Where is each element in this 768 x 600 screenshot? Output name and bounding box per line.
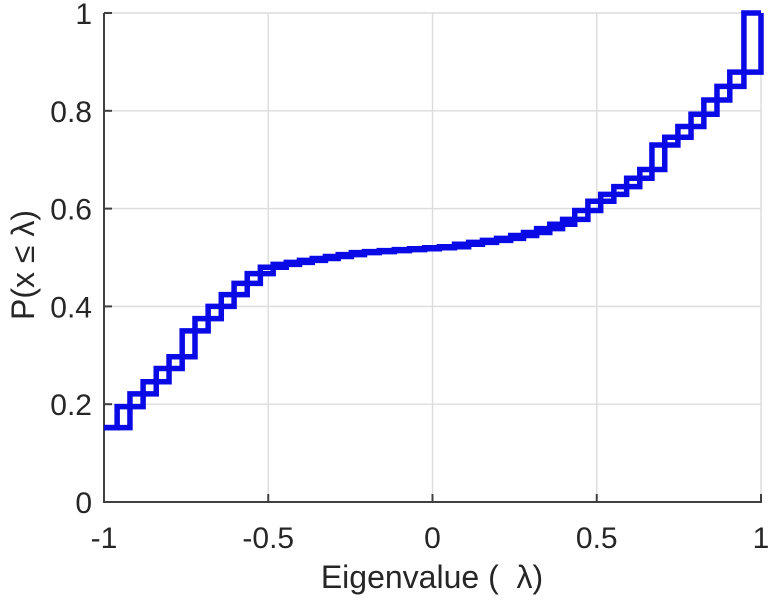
y-tick-label: 0 xyxy=(75,487,92,520)
y-tick-label: 0.8 xyxy=(50,96,92,129)
gridlines xyxy=(103,12,762,503)
x-tick-label: -0.5 xyxy=(242,522,294,555)
x-axis-label: Eigenvalue ( λ) xyxy=(321,559,543,595)
x-tick-label: 1 xyxy=(753,522,768,555)
y-axis-label: P(x ≤ λ) xyxy=(5,210,41,320)
y-tick-label: 0.2 xyxy=(50,389,92,422)
x-tick-label: -1 xyxy=(91,522,118,555)
ecdf-stairs-pre xyxy=(104,10,761,431)
ecdf-curve xyxy=(104,10,764,431)
x-tick-label: 0.5 xyxy=(576,522,618,555)
y-tick-label: 0.6 xyxy=(50,194,92,227)
tick-marks xyxy=(103,12,762,503)
x-tick-label: 0 xyxy=(424,522,441,555)
tick-labels: -1 -0.5 0 0.5 1 0 0.2 0.4 0.6 0.8 1 xyxy=(50,0,768,555)
y-tick-label: 1 xyxy=(75,0,92,31)
y-tick-label: 0.4 xyxy=(50,291,92,324)
